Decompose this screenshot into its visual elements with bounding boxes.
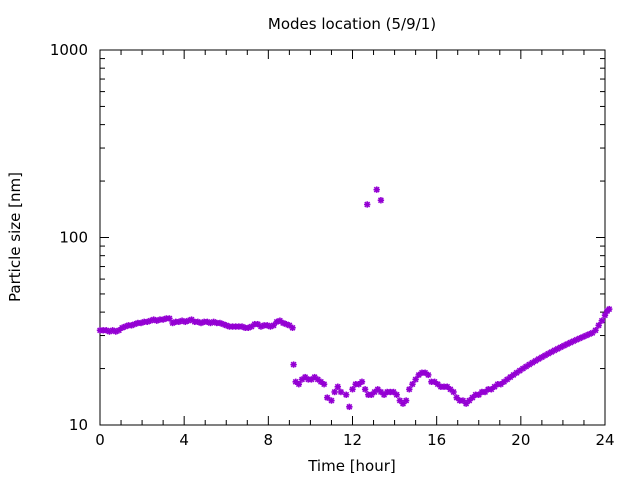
data-point	[289, 324, 296, 331]
data-point	[377, 197, 385, 204]
data-point	[342, 391, 350, 398]
data-point	[290, 361, 297, 368]
data-point	[412, 376, 419, 383]
y-tick-label: 1000	[50, 41, 88, 59]
x-tick-label: 24	[595, 431, 614, 449]
y-axis-label: Particle size [nm]	[6, 172, 24, 302]
data-point	[406, 386, 413, 393]
data-point	[450, 388, 457, 396]
data-point	[491, 383, 498, 390]
data-point	[393, 391, 400, 398]
x-tick-label: 16	[427, 431, 446, 449]
x-tick-label: 12	[343, 431, 362, 449]
data-point	[409, 381, 416, 388]
data-point	[592, 327, 599, 334]
data-point	[334, 383, 341, 390]
data-point	[361, 386, 369, 393]
data-point	[598, 317, 606, 324]
data-point	[337, 388, 345, 396]
chart-title: Modes location (5/9/1)	[268, 15, 436, 33]
data-point	[331, 388, 338, 396]
data-point	[197, 319, 205, 327]
x-tick-label: 4	[179, 431, 189, 449]
data-point	[324, 394, 331, 401]
data-point	[320, 381, 328, 388]
data-point	[469, 394, 476, 401]
data-point	[425, 371, 432, 379]
data-point	[166, 315, 173, 322]
data-point	[328, 397, 335, 404]
data-point	[364, 201, 371, 208]
y-tick-label: 100	[59, 229, 88, 247]
data-point	[373, 186, 380, 193]
data-point	[346, 403, 353, 411]
axis-ticks: 0 4 8 12 16 20 24 10 100 1000	[50, 41, 615, 449]
x-tick-label: 8	[264, 431, 274, 449]
y-tick-label: 10	[69, 416, 88, 434]
x-tick-label: 0	[95, 431, 105, 449]
data-point	[279, 319, 287, 327]
data-point	[349, 386, 356, 393]
data-points	[96, 186, 613, 411]
data-point	[606, 305, 613, 313]
data-point	[358, 378, 366, 385]
data-point	[595, 322, 602, 329]
x-tick-label: 20	[511, 431, 530, 449]
data-point	[466, 397, 473, 404]
data-point	[295, 381, 303, 388]
x-axis-label: Time [hour]	[307, 457, 396, 475]
data-point	[402, 397, 410, 404]
